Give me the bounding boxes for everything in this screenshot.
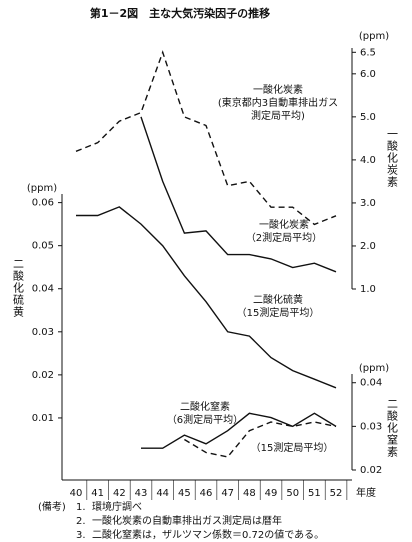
y2-tick-label: 1.0	[360, 284, 376, 295]
y2-tick-label: 5.0	[360, 112, 376, 123]
note-text: 一酸化炭素の自動車排出ガス測定局は暦年	[92, 514, 282, 527]
x-tick-label: 51	[308, 488, 321, 499]
note-number: 3.	[76, 530, 86, 541]
y-unit: (ppm)	[27, 183, 57, 194]
y2-tick-label: 2.0	[360, 241, 376, 252]
x-tick-label: 49	[265, 488, 278, 499]
y-axis-title: 二酸化硫黄	[12, 258, 25, 318]
y2-unit: (ppm)	[359, 31, 389, 42]
y3-unit: (ppm)	[359, 363, 389, 374]
y-tick-label: 0.01	[32, 413, 54, 424]
y-tick-label: 0.02	[32, 370, 54, 381]
note-text: 二酸化窒素は，ザルツマン係数＝0.72の値である。	[92, 528, 324, 541]
y3-axis-title: 二酸化窒素	[386, 398, 399, 458]
y-tick-label: 0.04	[32, 284, 54, 295]
x-tick-label: 52	[330, 488, 343, 499]
y2-axis-title: 一酸化炭素	[386, 128, 399, 188]
series-label: 二酸化硫黄	[253, 293, 303, 306]
x-tick-label: 45	[178, 488, 191, 499]
note-number: 2.	[76, 516, 86, 527]
x-axis-title: 年度	[356, 486, 376, 499]
x-tick-label: 47	[221, 488, 234, 499]
series-label: 一酸化炭素	[259, 218, 309, 231]
series-label: 一酸化炭素	[253, 83, 303, 96]
notes-header: (備考)	[38, 500, 66, 513]
x-tick-label: 42	[113, 488, 126, 499]
y-tick-label: 0.03	[32, 327, 54, 338]
y3-tick-label: 0.02	[360, 465, 382, 476]
series-label: （15測定局平均）	[237, 306, 320, 319]
series-line	[76, 206, 337, 389]
x-tick-label: 48	[243, 488, 256, 499]
note-text: 環境庁調べ	[92, 500, 142, 513]
note-number: 1.	[76, 502, 86, 513]
series-label: （15測定局平均）	[251, 441, 334, 454]
series-line	[184, 421, 337, 458]
x-tick-label: 41	[91, 488, 104, 499]
x-tick-label: 46	[200, 488, 213, 499]
x-tick-label: 44	[156, 488, 169, 499]
y2-tick-label: 6.0	[360, 69, 376, 80]
series-label: 二酸化窒素	[180, 400, 230, 413]
y3-tick-label: 0.04	[360, 378, 382, 389]
y-tick-label: 0.06	[32, 198, 54, 209]
y3-tick-label: 0.03	[360, 421, 382, 432]
x-tick-label: 40	[70, 488, 83, 499]
x-tick-label: 43	[135, 488, 148, 499]
y2-tick-label: 4.0	[360, 155, 376, 166]
series-line	[140, 116, 337, 273]
x-tick-label: 50	[286, 488, 299, 499]
series-label: （2測定局平均）	[246, 231, 322, 244]
series-label: （6測定局平均）	[167, 413, 243, 426]
y-tick-label: 0.05	[32, 241, 54, 252]
series-line	[75, 50, 337, 226]
series-label: (東京都内3自動車排出ガス	[218, 96, 338, 109]
y2-tick-label: 6.5	[360, 47, 376, 58]
y2-tick-label: 3.0	[360, 198, 376, 209]
series-label: 測定局平均)	[251, 109, 305, 122]
series-line	[141, 412, 337, 449]
chart-title: 第1－2図 主な大気汚染因子の推移	[90, 6, 270, 20]
